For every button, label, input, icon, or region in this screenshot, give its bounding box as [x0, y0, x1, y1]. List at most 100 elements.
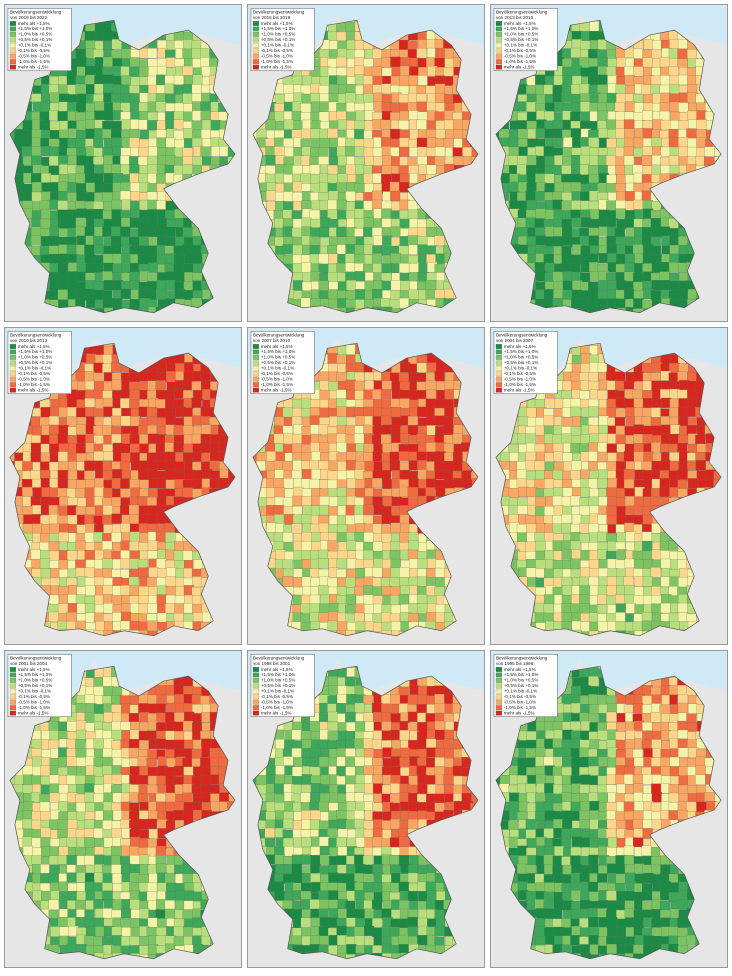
district — [85, 182, 96, 193]
district — [41, 307, 52, 313]
district — [598, 128, 609, 139]
district — [329, 639, 339, 645]
district — [714, 121, 722, 132]
district — [49, 630, 60, 636]
district — [210, 542, 221, 553]
district — [155, 380, 166, 391]
district — [470, 559, 479, 570]
district — [337, 461, 348, 472]
district — [129, 217, 141, 228]
district — [30, 496, 41, 507]
district — [139, 434, 150, 445]
district — [237, 147, 242, 157]
district — [94, 317, 104, 322]
district — [371, 306, 383, 313]
district — [129, 318, 139, 322]
district — [633, 272, 644, 283]
district — [509, 289, 520, 300]
district — [480, 480, 485, 490]
district — [228, 576, 236, 587]
district — [319, 603, 330, 614]
district — [391, 630, 402, 636]
district — [462, 208, 473, 220]
district — [129, 101, 141, 112]
district — [86, 639, 96, 645]
district — [237, 94, 242, 104]
district — [282, 460, 293, 472]
district — [452, 622, 463, 633]
district — [228, 416, 236, 427]
district — [184, 469, 195, 480]
district — [713, 93, 722, 104]
district — [164, 83, 175, 94]
district — [228, 567, 236, 578]
district — [453, 119, 464, 130]
district — [713, 128, 722, 139]
district — [354, 244, 365, 255]
district — [641, 155, 652, 166]
district — [94, 604, 106, 615]
district — [58, 629, 69, 636]
district — [669, 164, 680, 176]
district — [444, 48, 455, 59]
district — [461, 182, 472, 193]
district — [67, 182, 78, 193]
district — [561, 200, 572, 211]
district — [606, 200, 617, 211]
district — [293, 577, 304, 588]
district — [252, 165, 259, 176]
district — [9, 452, 15, 463]
district — [173, 174, 184, 185]
district — [166, 639, 176, 645]
district — [183, 199, 195, 210]
district — [9, 533, 16, 544]
district — [399, 398, 410, 409]
district — [669, 235, 680, 246]
district — [84, 460, 95, 471]
district — [59, 120, 70, 131]
district — [238, 103, 242, 113]
district — [252, 84, 258, 95]
district — [57, 209, 68, 220]
district — [495, 253, 502, 264]
district — [346, 540, 357, 551]
district — [209, 515, 220, 526]
district — [266, 75, 277, 86]
district — [461, 165, 472, 176]
district — [435, 514, 446, 525]
district — [695, 190, 706, 202]
district — [345, 630, 356, 636]
district — [201, 380, 212, 391]
district — [462, 227, 473, 238]
district — [605, 155, 617, 166]
district — [677, 192, 688, 203]
district — [589, 317, 599, 322]
district — [461, 613, 472, 624]
district — [436, 639, 446, 645]
district — [182, 164, 193, 175]
district — [462, 298, 474, 309]
district — [695, 263, 706, 274]
district — [219, 639, 229, 645]
district — [129, 514, 140, 525]
district — [470, 506, 479, 517]
district — [677, 200, 688, 211]
district — [165, 629, 176, 636]
district — [319, 317, 329, 322]
district — [381, 263, 392, 274]
district — [318, 147, 329, 158]
district — [398, 94, 409, 105]
district — [409, 317, 419, 322]
district — [714, 317, 724, 322]
district — [21, 235, 33, 247]
district — [173, 425, 184, 436]
district — [237, 613, 242, 623]
district — [309, 611, 320, 623]
district — [183, 39, 194, 50]
district — [256, 218, 267, 229]
district — [536, 307, 547, 313]
district — [659, 271, 670, 282]
district — [320, 452, 331, 463]
district — [147, 416, 158, 427]
